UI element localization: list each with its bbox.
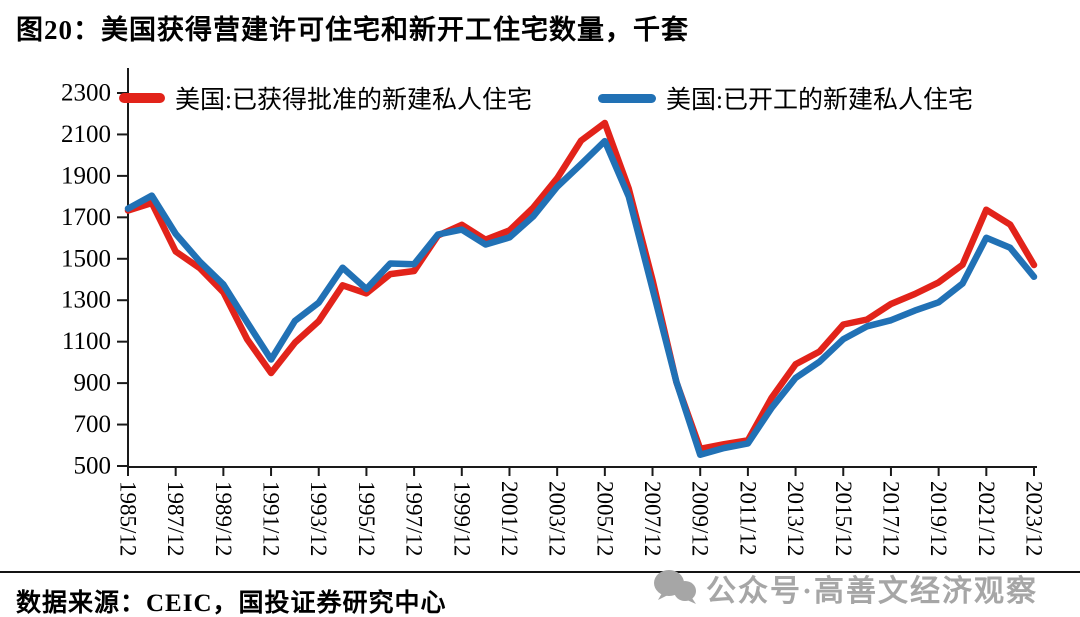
x-tick-label: 2009/12 xyxy=(688,481,713,556)
x-tick-label: 1997/12 xyxy=(402,481,427,556)
starts-legend-label: 美国:已开工的新建私人住宅 xyxy=(666,87,973,114)
x-tick-label: 2015/12 xyxy=(831,481,856,556)
series-line-permits xyxy=(124,119,1038,453)
wechat-icon xyxy=(654,570,696,604)
x-tick-label: 1985/12 xyxy=(116,481,141,556)
x-tick-label: 1999/12 xyxy=(449,481,474,556)
permits-legend-label: 美国:已获得批准的新建私人住宅 xyxy=(175,87,532,114)
x-tick-label: 1987/12 xyxy=(163,481,188,556)
x-tick-label: 2007/12 xyxy=(640,481,665,556)
permits-legend-swatch xyxy=(119,93,165,103)
y-tick-label: 1900 xyxy=(61,162,111,189)
y-tick-label: 900 xyxy=(74,370,112,397)
series-line-starts xyxy=(124,137,1038,459)
y-tick-label: 1100 xyxy=(62,328,111,355)
x-tick-label: 2011/12 xyxy=(735,481,760,556)
x-tick-label: 1993/12 xyxy=(306,481,331,556)
watermark-text: 公众号·高善文经济观察 xyxy=(706,575,1039,608)
chart-title: 图20：美国获得营建许可住宅和新开工住宅数量，千套 xyxy=(16,15,689,45)
y-tick-label: 500 xyxy=(74,453,112,480)
x-tick-label: 2021/12 xyxy=(974,481,999,556)
x-tick-label: 2005/12 xyxy=(592,481,617,556)
y-tick-label: 2300 xyxy=(61,80,111,107)
watermark: 公众号·高善文经济观察 xyxy=(652,566,1038,610)
y-tick-label: 1300 xyxy=(61,287,111,314)
x-tick-label: 1995/12 xyxy=(354,481,379,556)
x-tick-label: 2019/12 xyxy=(926,481,951,556)
legend-item-permits: 美国:已获得批准的新建私人住宅 xyxy=(119,83,532,114)
starts-legend-swatch xyxy=(598,93,656,103)
x-tick-label: 2017/12 xyxy=(878,481,903,556)
y-tick-label: 1500 xyxy=(61,245,111,272)
x-tick-label: 2001/12 xyxy=(497,481,522,556)
y-tick-label: 1700 xyxy=(61,204,111,231)
source-note: 数据来源：CEIC，国投证券研究中心 xyxy=(16,590,447,617)
legend-item-starts: 美国:已开工的新建私人住宅 xyxy=(598,83,973,114)
x-tick-label: 2003/12 xyxy=(545,481,570,556)
x-tick-label: 1991/12 xyxy=(259,481,284,556)
divider-rule xyxy=(0,571,1080,573)
x-tick-label: 2013/12 xyxy=(783,481,808,556)
y-tick-label: 700 xyxy=(74,411,112,438)
y-tick-label: 2100 xyxy=(61,121,111,148)
x-tick-label: 1989/12 xyxy=(211,481,236,556)
x-tick-label: 2023/12 xyxy=(1022,481,1047,556)
